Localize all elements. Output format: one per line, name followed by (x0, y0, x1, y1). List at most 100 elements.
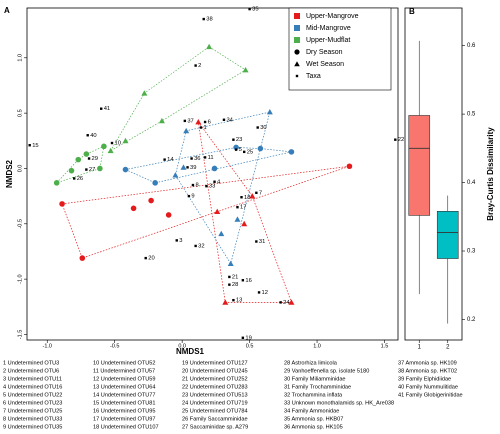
wet-point (195, 118, 202, 125)
taxa-key-entry: 10 Undetermined OTU52 (93, 360, 156, 366)
wet-point (234, 216, 241, 222)
taxon-label: 30 (260, 125, 266, 131)
x-tick-label: -0.5 (110, 343, 119, 349)
legend-swatch (294, 25, 300, 31)
taxon-point (175, 239, 178, 242)
taxon-label: 10 (114, 141, 120, 147)
taxon-label: 22 (398, 137, 404, 143)
taxa-key-entry: 15 Undetermined OTU81 (93, 400, 156, 406)
taxon-label: 21 (232, 274, 238, 280)
taxa-key-entry: 13 Undetermined OTU64 (93, 384, 156, 390)
taxon-point (257, 291, 261, 294)
wet-point (172, 172, 179, 178)
y-tick-label: 0.3 (467, 249, 476, 255)
dry-point (211, 165, 218, 172)
taxon-label: 11 (208, 155, 214, 161)
dry-point (130, 205, 137, 212)
taxon-label: 5 (239, 147, 242, 153)
wet-point (107, 147, 114, 154)
taxon-point (87, 157, 91, 160)
legend-swatch (294, 13, 300, 19)
taxa-key-entry: 27 Saccaminidae sp. A279 (182, 424, 248, 430)
taxon-point (255, 240, 258, 243)
taxa-key-entry: 41 Family Globigerinitidae (398, 392, 463, 398)
taxa-key-entry: 19 Undetermined OTU127 (182, 360, 248, 366)
x-tick-label: -1.0 (42, 343, 51, 349)
taxon-label: 9 (191, 194, 194, 200)
taxon-point (100, 107, 103, 110)
legend-swatch (294, 37, 300, 43)
dry-point (59, 201, 65, 207)
taxa-key-entry: 25 Undetermined OTU784 (182, 408, 248, 414)
taxon-label: 31 (259, 239, 265, 245)
box (408, 115, 431, 216)
dry-point (83, 151, 90, 157)
wet-point (141, 90, 148, 96)
wet-point (227, 260, 234, 267)
taxon-label: 12 (262, 290, 268, 296)
taxon-point (202, 17, 205, 21)
taxon-point (228, 275, 231, 279)
taxon-label: 7 (259, 190, 262, 196)
taxon-point (222, 118, 226, 121)
taxon-label: 20 (148, 256, 154, 262)
taxon-label: 3 (179, 238, 182, 244)
taxon-point (248, 7, 251, 11)
taxon-point (28, 144, 31, 147)
dry-point (53, 180, 60, 186)
taxon-label: 39 (190, 165, 196, 171)
taxon-point (186, 166, 189, 169)
taxon-label: 34 (226, 117, 233, 123)
wet-point (214, 208, 221, 215)
taxon-point (191, 183, 195, 187)
taxa-key-entry: 11 Undetermined OTU57 (93, 368, 155, 374)
taxa-key-entry: 21 Undetermined OTU252 (182, 376, 248, 382)
taxon-point (199, 126, 203, 129)
taxon-point (203, 120, 207, 124)
taxon-label: 15 (32, 143, 38, 149)
taxon-label: 6 (208, 120, 211, 126)
dry-point (346, 163, 353, 170)
taxa-key-entry: 2 Undetermined OTU6 (3, 368, 59, 374)
taxa-key-entry: 24 Undetermined OTU719 (182, 400, 248, 406)
y-tick-label: -0.5 (17, 219, 23, 228)
wet-point (249, 193, 256, 199)
taxon-label: 14 (167, 157, 174, 163)
taxa-key-entry: 31 Family Trochamminidae (284, 384, 351, 390)
taxon-label: 24 (283, 300, 290, 306)
y-tick-label: 0.2 (467, 317, 476, 323)
taxon-point (394, 138, 397, 141)
taxa-key-entry: 16 Undetermined OTU95 (93, 408, 156, 414)
taxa-key-entry: 8 Undetermined OTU33 (3, 416, 62, 422)
taxon-label: 4 (217, 179, 221, 185)
y-tick-label: 0.5 (467, 112, 476, 118)
taxa-key-entry: 26 Family Saccamminidae (182, 416, 248, 422)
taxon-label: 18 (244, 195, 250, 201)
taxon-label: 13 (236, 298, 242, 304)
taxa-key-entry: 35 Ammonia sp. HKB07 (284, 416, 343, 422)
dry-point (233, 144, 239, 151)
taxon-point (236, 206, 239, 209)
taxa-key-entry: 38 Ammonia sp. HKT02 (398, 368, 457, 374)
dry-point (257, 145, 264, 152)
taxa-key-entry: 23 Undetermined OTU513 (182, 392, 248, 398)
wet-point (266, 109, 273, 115)
taxa-key-entry: 37 Ammonia sp. HK109 (398, 360, 457, 366)
wet-point (218, 230, 225, 237)
wet-point (183, 127, 190, 134)
hull (56, 145, 105, 184)
taxon-point (241, 336, 245, 339)
hull (124, 147, 292, 184)
taxon-label: 1 (204, 125, 207, 131)
x-axis-label: NMDS1 (176, 347, 205, 356)
dry-point (75, 156, 82, 163)
taxon-point (163, 158, 166, 161)
taxon-point (73, 177, 76, 180)
taxa-key-entry: 7 Undetermined OTU25 (3, 408, 62, 414)
taxon-point (213, 180, 216, 183)
x-tick-label: 1 (418, 345, 422, 351)
dry-point (101, 143, 107, 150)
taxa-key-entry: 14 Undetermined OTU77 (93, 392, 156, 398)
